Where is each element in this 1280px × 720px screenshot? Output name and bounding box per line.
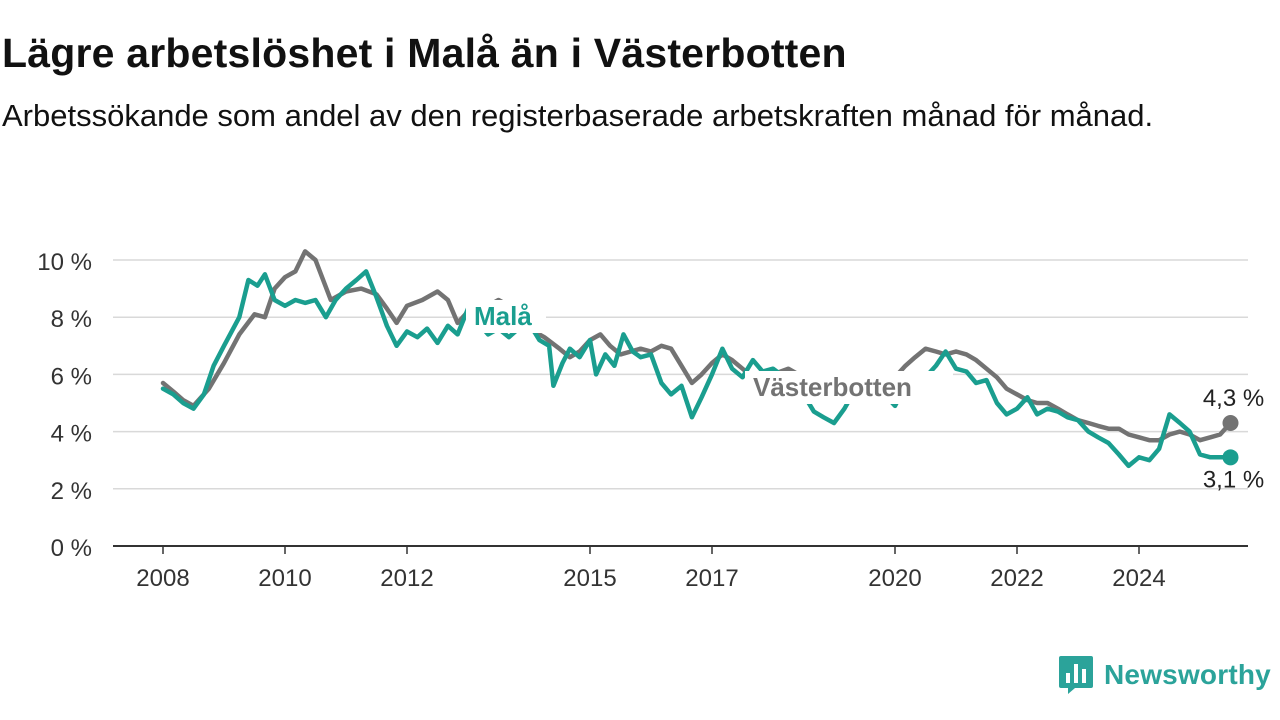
end-point-vasterbotten <box>1222 415 1239 432</box>
brand-name: Newsworthy <box>1104 659 1271 690</box>
series-label: Västerbotten <box>745 371 953 404</box>
series-label: Malå <box>466 300 546 333</box>
y-tick-label: 10 % <box>37 249 92 276</box>
y-tick-label: 2 % <box>51 478 92 505</box>
x-tick-label: 2010 <box>258 565 311 592</box>
bar-chart-speech-bubble-icon <box>1059 656 1093 694</box>
end-point-mala <box>1222 449 1239 466</box>
y-tick-label: 6 % <box>51 363 92 390</box>
chart-subtitle: Arbetssökande som andel av den registerb… <box>2 98 1154 133</box>
x-tick-label: 2020 <box>868 565 921 592</box>
x-tick-label: 2024 <box>1112 565 1165 592</box>
end-value-label: 4,3 % <box>1203 385 1264 412</box>
series-line-mala <box>160 269 1233 469</box>
x-tick-label: 2017 <box>685 565 738 592</box>
series-label-bg <box>745 371 953 404</box>
y-tick-label: 4 % <box>51 421 92 448</box>
end-value-label: 3,1 % <box>1203 466 1264 493</box>
y-tick-label: 0 % <box>51 535 92 562</box>
brand-logo: Newsworthy <box>1058 655 1271 695</box>
series-label-bg <box>466 300 546 333</box>
x-tick-label: 2008 <box>136 565 189 592</box>
y-tick-label: 8 % <box>51 306 92 333</box>
series-label-text: Malå <box>474 301 532 331</box>
x-tick-label: 2012 <box>380 565 433 592</box>
x-tick-label: 2015 <box>563 565 616 592</box>
series-label-text: Västerbotten <box>753 372 912 402</box>
chart-title: Lägre arbetslöshet i Malå än i Västerbot… <box>2 30 847 76</box>
x-tick-label: 2022 <box>990 565 1043 592</box>
